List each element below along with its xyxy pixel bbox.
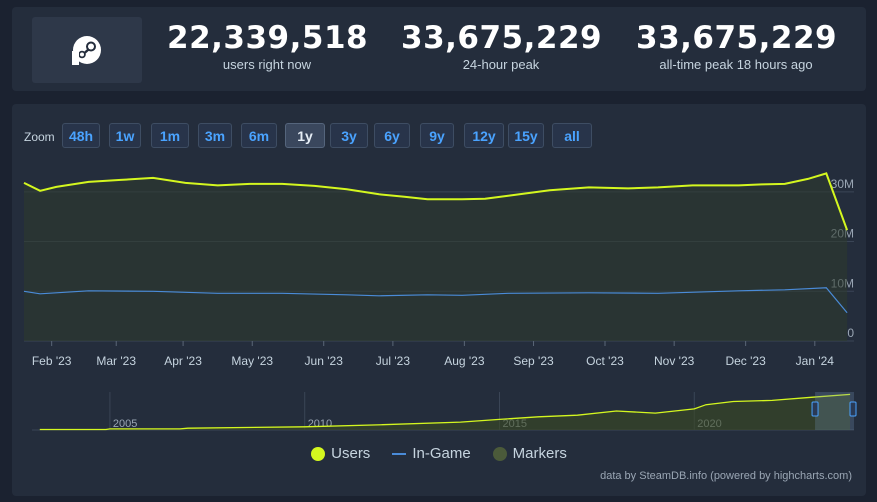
chart-credit: data by SteamDB.info (powered by highcha… (600, 470, 852, 482)
navigator-line (39, 393, 851, 431)
zoom-button-12y[interactable]: 12y (464, 123, 504, 148)
stat-label: all-time peak 18 hours ago (659, 57, 813, 72)
stat-24h-peak: 33,675,229 24-hour peak (401, 20, 603, 72)
legend-item-ingame[interactable]: In-Game (392, 445, 471, 462)
navigator-area (39, 394, 851, 430)
stat-value: 33,675,229 (401, 20, 603, 56)
series-area-users (24, 173, 848, 341)
zoom-button-48h[interactable]: 48h (62, 123, 100, 148)
series-line-users[interactable] (23, 172, 849, 231)
legend-label: Users (331, 445, 371, 462)
stats-panel: 22,339,518 users right now 33,675,229 24… (12, 7, 866, 91)
legend-item-users[interactable]: Users (311, 445, 370, 462)
stat-label: users right now (222, 57, 312, 72)
legend-dot-icon (492, 446, 507, 461)
x-tick-label: Jul '23 (376, 354, 411, 368)
navigator-selection[interactable] (815, 392, 854, 430)
steam-logo (32, 17, 142, 83)
zoom-button-3y[interactable]: 3y (330, 123, 368, 148)
x-tick-label: Jun '23 (305, 354, 344, 368)
zoom-button-9y[interactable]: 9y (420, 123, 454, 148)
zoom-button-6m[interactable]: 6m (241, 123, 277, 148)
x-tick-label: Aug '23 (444, 354, 485, 368)
legend-item-markers[interactable]: Markers (492, 445, 567, 462)
legend-dot-icon (311, 446, 326, 461)
x-tick-label: Jan '24 (796, 354, 835, 368)
navigator-handle-right[interactable] (849, 401, 857, 417)
steam-icon (72, 36, 101, 65)
chart-legend: Users In-Game Markers (12, 445, 866, 462)
x-tick-label: Apr '23 (164, 354, 202, 368)
zoom-button-15y[interactable]: 15y (508, 123, 544, 148)
stat-label: 24-hour peak (462, 57, 540, 72)
zoom-button-all[interactable]: all (552, 123, 592, 148)
stat-value: 22,339,518 (167, 20, 369, 56)
zoom-button-1y[interactable]: 1y (285, 123, 325, 148)
stat-value: 33,675,229 (636, 20, 838, 56)
series-line-ingame[interactable] (23, 287, 848, 314)
y-tick-label: 0 (847, 326, 854, 340)
legend-label: In-Game (412, 445, 471, 462)
x-tick-label: Oct '23 (586, 354, 624, 368)
stat-users-now: 22,339,518 users right now (167, 20, 369, 72)
zoom-button-3m[interactable]: 3m (198, 123, 232, 148)
legend-label: Markers (512, 445, 567, 462)
zoom-button-1w[interactable]: 1w (109, 123, 141, 148)
zoom-button-1m[interactable]: 1m (151, 123, 189, 148)
x-tick-label: Nov '23 (654, 354, 695, 368)
zoom-button-6y[interactable]: 6y (374, 123, 410, 148)
legend-line-icon (392, 452, 407, 455)
stat-alltime-peak: 33,675,229 all-time peak 18 hours ago (636, 20, 838, 72)
navigator-handle-left[interactable] (811, 401, 819, 417)
y-tick-label: 30M (831, 177, 854, 191)
zoom-label: Zoom (24, 130, 55, 144)
x-tick-label: Feb '23 (32, 354, 72, 368)
x-tick-label: May '23 (231, 354, 273, 368)
x-tick-label: Sep '23 (513, 354, 554, 368)
x-tick-label: Mar '23 (96, 354, 136, 368)
navigator-year-label: 2005 (113, 418, 137, 430)
x-tick-label: Dec '23 (725, 354, 766, 368)
